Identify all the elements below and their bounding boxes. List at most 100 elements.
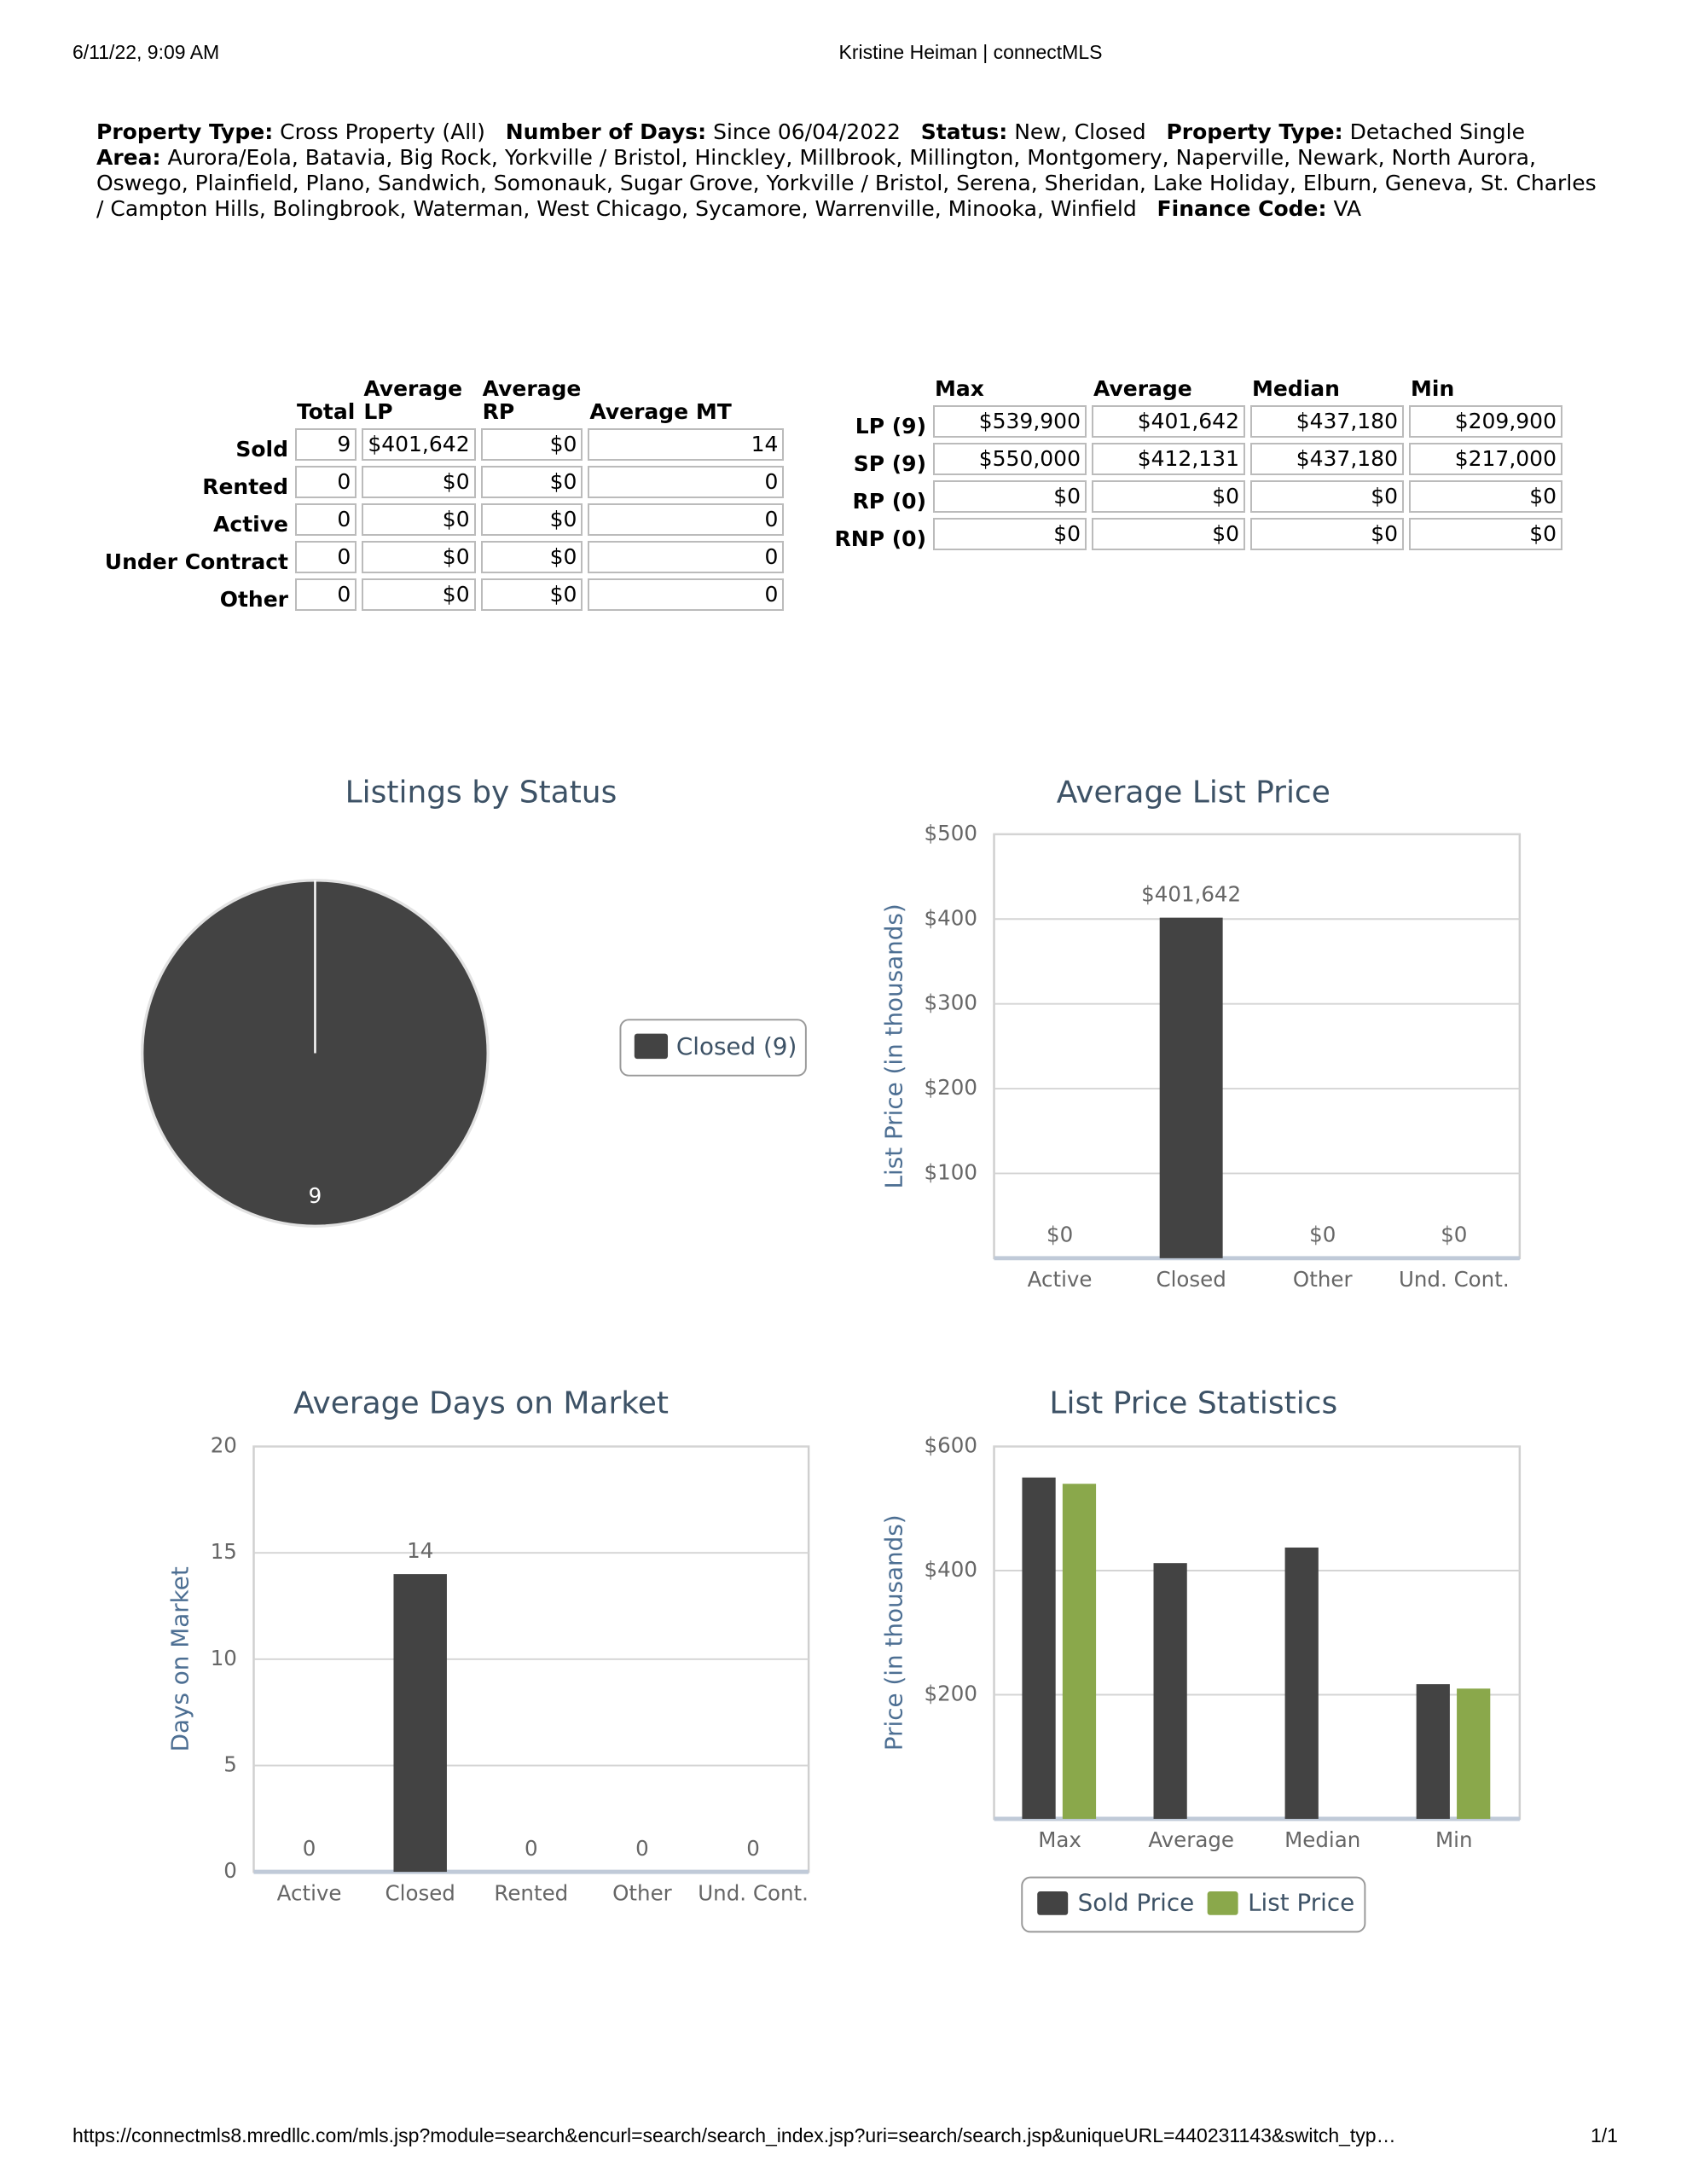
x-tick-label: Und. Cont. bbox=[698, 1880, 809, 1905]
table-cell: $209,900 bbox=[1409, 405, 1562, 438]
table-cell: 0 bbox=[588, 578, 785, 611]
column-header: Min bbox=[1411, 376, 1455, 401]
table-row: Rented 0 $0 $0 0 bbox=[97, 466, 785, 498]
criteria-label: Status: bbox=[920, 119, 1008, 144]
table-cell: $0 bbox=[1250, 480, 1404, 513]
table-cell: $0 bbox=[1409, 518, 1562, 550]
data-label: 0 bbox=[303, 1836, 316, 1861]
table-row: LP (9) $539,900 $401,642 $437,180 $209,900 bbox=[829, 405, 1562, 438]
y-tick-label: $200 bbox=[925, 1075, 977, 1100]
bar bbox=[1153, 1563, 1187, 1819]
x-tick-label: Median bbox=[1284, 1827, 1360, 1852]
chart-title: Listings by Status bbox=[345, 775, 617, 810]
page-title: Kristine Heiman | connectMLS bbox=[838, 41, 1103, 63]
row-label: RNP (0) bbox=[834, 526, 926, 551]
bar bbox=[1457, 1688, 1491, 1819]
legend-label: List Price bbox=[1248, 1889, 1354, 1917]
table-cell: 9 bbox=[295, 428, 357, 461]
table-cell: $0 bbox=[480, 503, 583, 536]
table-row: Under Contract 0 $0 $0 0 bbox=[97, 541, 785, 574]
table-cell: $0 bbox=[362, 466, 476, 498]
table-cell: $412,131 bbox=[1092, 443, 1245, 475]
y-tick-label: 10 bbox=[211, 1646, 237, 1670]
criteria-value: VA bbox=[1333, 196, 1362, 221]
column-header: Average bbox=[1093, 376, 1192, 401]
row-label: Under Contract bbox=[104, 549, 288, 574]
y-tick-label: 0 bbox=[223, 1858, 237, 1883]
data-label: $0 bbox=[1046, 1223, 1073, 1247]
table-cell: $437,180 bbox=[1250, 405, 1404, 438]
plot-frame bbox=[993, 833, 1522, 1260]
table-row: Active 0 $0 $0 0 bbox=[97, 503, 785, 536]
criteria-value: Since 06/04/2022 bbox=[713, 119, 901, 144]
row-label: LP (9) bbox=[855, 414, 926, 439]
bar bbox=[1022, 1477, 1056, 1819]
legend-label: Closed (9) bbox=[676, 1032, 797, 1060]
y-axis-label: Days on Market bbox=[166, 1566, 194, 1751]
bar bbox=[393, 1574, 447, 1873]
chart-title: Average Days on Market bbox=[293, 1385, 669, 1420]
header-row: Total Average LP Average RP Average MT bbox=[97, 377, 784, 423]
criteria-label: Area: bbox=[96, 145, 161, 170]
table-cell: $401,642 bbox=[362, 428, 476, 461]
data-label: $0 bbox=[1441, 1223, 1467, 1247]
data-label: 14 bbox=[407, 1538, 433, 1563]
page-number: 1/1 bbox=[1591, 2124, 1618, 2146]
row-label: Sold bbox=[235, 437, 288, 462]
criteria-label: Number of Days: bbox=[505, 119, 707, 144]
y-tick-label: $600 bbox=[925, 1433, 977, 1458]
legend-label: Sold Price bbox=[1078, 1889, 1195, 1917]
bar bbox=[1159, 917, 1223, 1258]
row-label: Other bbox=[219, 587, 288, 612]
criteria-value: Aurora/Eola, Batavia, Big Rock, Yorkvill… bbox=[96, 145, 1597, 221]
table-cell: $0 bbox=[1092, 518, 1245, 550]
x-tick-label: Other bbox=[1293, 1267, 1354, 1292]
y-tick-label: $400 bbox=[925, 1557, 977, 1582]
table-cell: 0 bbox=[588, 541, 785, 573]
charts: Listings by Status 9 Closed (9) Average Lis… bbox=[141, 775, 1522, 1933]
table-cell: 0 bbox=[588, 466, 785, 498]
table-cell: $0 bbox=[480, 578, 583, 611]
table-cell: $0 bbox=[1092, 480, 1245, 513]
chart-title: List Price Statistics bbox=[1049, 1385, 1337, 1420]
table-cell: $0 bbox=[480, 428, 583, 461]
legend-swatch bbox=[634, 1033, 669, 1060]
y-tick-label: $500 bbox=[925, 821, 977, 845]
y-tick-label: $300 bbox=[925, 990, 977, 1015]
column-header: Max bbox=[935, 376, 984, 401]
y-tick-label: 15 bbox=[211, 1539, 237, 1564]
y-tick-label: 5 bbox=[223, 1751, 237, 1776]
search-criteria: Property Type: Cross Property (All) Numb… bbox=[96, 119, 1606, 222]
legend-box bbox=[1021, 1876, 1366, 1933]
table-cell: $0 bbox=[933, 518, 1087, 550]
table-cell: $217,000 bbox=[1409, 443, 1562, 475]
table-cell: $0 bbox=[362, 541, 476, 573]
column-header: Average LP bbox=[363, 376, 463, 424]
data-label: $0 bbox=[1309, 1223, 1336, 1247]
corner bbox=[97, 377, 290, 423]
criteria-value: Detached Single bbox=[1349, 119, 1525, 144]
table-row: SP (9) $550,000 $412,131 $437,180 $217,000 bbox=[829, 443, 1562, 475]
summary-table: Total Average LP Average RP Average MT Sold 9… bbox=[92, 372, 789, 616]
footer-url: https://connectmls8.mredllc.com/mls.jsp?… bbox=[72, 2124, 1396, 2146]
x-tick-label: Min bbox=[1435, 1827, 1473, 1852]
table-cell: $0 bbox=[480, 541, 583, 573]
criteria-label: Property Type: bbox=[96, 119, 274, 144]
criteria-value: Cross Property (All) bbox=[280, 119, 485, 144]
criteria-label: Property Type: bbox=[1166, 119, 1343, 144]
x-tick-label: Max bbox=[1038, 1827, 1081, 1852]
table-cell: 0 bbox=[295, 541, 357, 573]
table-row: Sold 9 $401,642 $0 14 bbox=[97, 428, 785, 462]
column-header: Total bbox=[297, 399, 356, 424]
print-date: 6/11/22, 9:09 AM bbox=[72, 41, 220, 63]
column-header: Average RP bbox=[482, 376, 582, 424]
data-label: 0 bbox=[746, 1836, 760, 1861]
table-row: RNP (0) $0 $0 $0 $0 bbox=[829, 518, 1562, 550]
legend-box bbox=[619, 1019, 807, 1077]
criteria-value: New, Closed bbox=[1014, 119, 1146, 144]
column-header: Median bbox=[1252, 376, 1340, 401]
table-cell: $0 bbox=[362, 578, 476, 611]
corner bbox=[829, 377, 928, 400]
stats-table: Max Average Median Min LP (9) $539,900 $401,64… bbox=[824, 372, 1568, 555]
table-row: Other 0 $0 $0 0 bbox=[97, 578, 785, 612]
